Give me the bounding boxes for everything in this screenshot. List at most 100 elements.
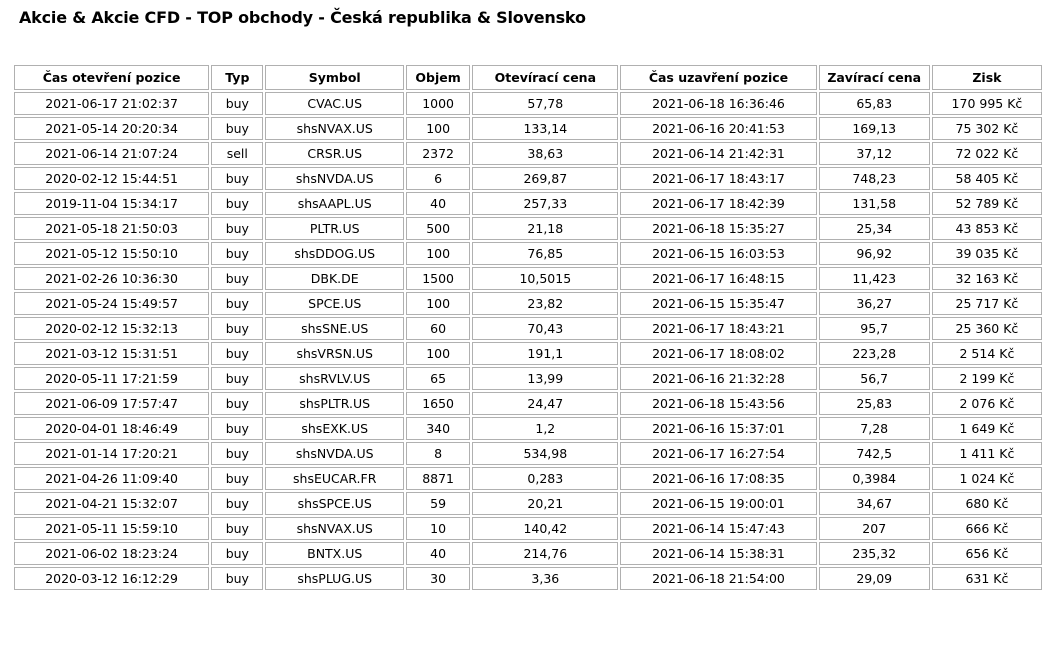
close-time-cell: 2021-06-16 20:41:53 <box>620 117 817 140</box>
close-price-cell: 96,92 <box>818 242 930 265</box>
type-cell: buy <box>211 367 264 390</box>
table-body: 2021-06-17 21:02:37 buy CVAC.US 1000 57,78 20… <box>14 92 1042 590</box>
volume-cell: 500 <box>405 217 471 240</box>
table-row: 2021-05-18 21:50:03 buy PLTR.US 500 21,18 202… <box>14 217 1042 240</box>
close-price-cell: 56,7 <box>818 367 930 390</box>
close-price-cell: 235,32 <box>818 542 930 565</box>
profit-cell: 75 302 Kč <box>931 117 1042 140</box>
open-time-cell: 2021-05-12 15:50:10 <box>14 242 210 265</box>
profit-cell: 680 Kč <box>931 492 1042 515</box>
type-cell: buy <box>211 492 264 515</box>
profit-cell: 1 649 Kč <box>931 417 1042 440</box>
symbol-cell: shsNVAX.US <box>265 517 404 540</box>
table-row: 2020-05-11 17:21:59 buy shsRVLV.US 65 13,99 2… <box>14 367 1042 390</box>
header-symbol: Symbol <box>265 65 404 90</box>
type-cell: buy <box>211 242 264 265</box>
volume-cell: 340 <box>405 417 471 440</box>
open-time-cell: 2021-06-09 17:57:47 <box>14 392 210 415</box>
open-price-cell: 140,42 <box>472 517 619 540</box>
profit-cell: 656 Kč <box>931 542 1042 565</box>
open-time-cell: 2021-05-24 15:49:57 <box>14 292 210 315</box>
header-type: Typ <box>211 65 264 90</box>
symbol-cell: shsSPCE.US <box>265 492 404 515</box>
volume-cell: 100 <box>405 292 471 315</box>
open-time-cell: 2021-06-17 21:02:37 <box>14 92 210 115</box>
open-time-cell: 2021-04-21 15:32:07 <box>14 492 210 515</box>
close-time-cell: 2021-06-17 18:43:17 <box>620 167 817 190</box>
open-time-cell: 2021-04-26 11:09:40 <box>14 467 210 490</box>
volume-cell: 40 <box>405 542 471 565</box>
header-volume: Objem <box>405 65 471 90</box>
symbol-cell: DBK.DE <box>265 267 404 290</box>
open-price-cell: 534,98 <box>472 442 619 465</box>
profit-cell: 170 995 Kč <box>931 92 1042 115</box>
volume-cell: 65 <box>405 367 471 390</box>
close-price-cell: 223,28 <box>818 342 930 365</box>
open-time-cell: 2021-05-14 20:20:34 <box>14 117 210 140</box>
table-row: 2021-05-11 15:59:10 buy shsNVAX.US 10 140,42… <box>14 517 1042 540</box>
type-cell: buy <box>211 567 264 590</box>
open-price-cell: 70,43 <box>472 317 619 340</box>
close-price-cell: 36,27 <box>818 292 930 315</box>
volume-cell: 60 <box>405 317 471 340</box>
type-cell: buy <box>211 267 264 290</box>
close-time-cell: 2021-06-16 15:37:01 <box>620 417 817 440</box>
symbol-cell: shsAAPL.US <box>265 192 404 215</box>
type-cell: buy <box>211 92 264 115</box>
table-row: 2021-05-24 15:49:57 buy SPCE.US 100 23,82 202… <box>14 292 1042 315</box>
profit-cell: 43 853 Kč <box>931 217 1042 240</box>
type-cell: buy <box>211 467 264 490</box>
type-cell: buy <box>211 417 264 440</box>
open-price-cell: 76,85 <box>472 242 619 265</box>
open-price-cell: 24,47 <box>472 392 619 415</box>
header-close-time: Čas uzavření pozice <box>620 65 817 90</box>
open-time-cell: 2019-11-04 15:34:17 <box>14 192 210 215</box>
open-price-cell: 1,2 <box>472 417 619 440</box>
volume-cell: 6 <box>405 167 471 190</box>
close-time-cell: 2021-06-17 18:08:02 <box>620 342 817 365</box>
table-row: 2021-06-14 21:07:24 sell CRSR.US 2372 38,63 2… <box>14 142 1042 165</box>
table-row: 2020-03-12 16:12:29 buy shsPLUG.US 30 3,36 20… <box>14 567 1042 590</box>
open-time-cell: 2020-05-11 17:21:59 <box>14 367 210 390</box>
table-row: 2020-04-01 18:46:49 buy shsEXK.US 340 1,2 202… <box>14 417 1042 440</box>
open-price-cell: 20,21 <box>472 492 619 515</box>
open-price-cell: 57,78 <box>472 92 619 115</box>
open-price-cell: 13,99 <box>472 367 619 390</box>
profit-cell: 631 Kč <box>931 567 1042 590</box>
symbol-cell: shsNVAX.US <box>265 117 404 140</box>
table-row: 2020-02-12 15:44:51 buy shsNVDA.US 6 269,87 2… <box>14 167 1042 190</box>
table-row: 2021-06-09 17:57:47 buy shsPLTR.US 1650 24,4… <box>14 392 1042 415</box>
volume-cell: 100 <box>405 342 471 365</box>
open-time-cell: 2021-01-14 17:20:21 <box>14 442 210 465</box>
volume-cell: 100 <box>405 117 471 140</box>
volume-cell: 10 <box>405 517 471 540</box>
symbol-cell: BNTX.US <box>265 542 404 565</box>
open-time-cell: 2020-02-12 15:32:13 <box>14 317 210 340</box>
table-row: 2021-04-26 11:09:40 buy shsEUCAR.FR 8871 0,2… <box>14 467 1042 490</box>
close-price-cell: 29,09 <box>818 567 930 590</box>
open-time-cell: 2021-06-02 18:23:24 <box>14 542 210 565</box>
profit-cell: 72 022 Kč <box>931 142 1042 165</box>
table-row: 2021-06-02 18:23:24 buy BNTX.US 40 214,76 202… <box>14 542 1042 565</box>
close-time-cell: 2021-06-18 15:43:56 <box>620 392 817 415</box>
profit-cell: 666 Kč <box>931 517 1042 540</box>
close-price-cell: 25,83 <box>818 392 930 415</box>
header-profit: Zisk <box>931 65 1042 90</box>
type-cell: buy <box>211 442 264 465</box>
profit-cell: 25 717 Kč <box>931 292 1042 315</box>
close-price-cell: 0,3984 <box>818 467 930 490</box>
open-time-cell: 2021-06-14 21:07:24 <box>14 142 210 165</box>
symbol-cell: shsVRSN.US <box>265 342 404 365</box>
close-time-cell: 2021-06-18 21:54:00 <box>620 567 817 590</box>
type-cell: buy <box>211 292 264 315</box>
table-row: 2021-03-12 15:31:51 buy shsVRSN.US 100 191,1… <box>14 342 1042 365</box>
close-price-cell: 11,423 <box>818 267 930 290</box>
profit-cell: 39 035 Kč <box>931 242 1042 265</box>
open-time-cell: 2021-05-11 15:59:10 <box>14 517 210 540</box>
table-row: 2021-02-26 10:36:30 buy DBK.DE 1500 10,5015 2… <box>14 267 1042 290</box>
symbol-cell: shsSNE.US <box>265 317 404 340</box>
close-time-cell: 2021-06-15 15:35:47 <box>620 292 817 315</box>
symbol-cell: PLTR.US <box>265 217 404 240</box>
type-cell: buy <box>211 317 264 340</box>
